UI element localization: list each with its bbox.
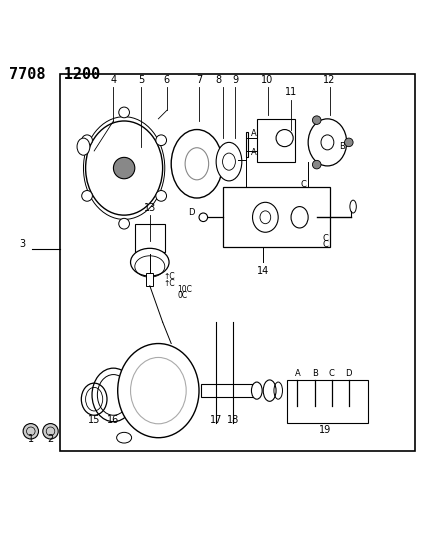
Text: 13: 13 [144,203,156,213]
Text: B: B [312,369,318,378]
Ellipse shape [86,121,163,215]
Text: 2: 2 [48,434,54,444]
Text: C: C [301,181,307,189]
Text: 19: 19 [319,425,331,435]
Ellipse shape [156,190,166,201]
Circle shape [23,424,39,439]
Ellipse shape [97,375,129,415]
Bar [287,380,368,423]
Text: 11: 11 [285,87,297,98]
Ellipse shape [156,135,166,146]
Bar [223,187,330,247]
Text: 7708  1200: 7708 1200 [9,68,100,83]
Text: 10C: 10C [178,285,193,294]
Ellipse shape [199,213,208,222]
Text: 6: 6 [164,75,170,85]
Text: ↑C: ↑C [163,279,175,288]
Text: C: C [322,239,328,248]
Text: C: C [329,369,335,378]
Text: 15: 15 [88,415,100,425]
Text: A: A [251,148,257,157]
Text: A: A [294,369,300,378]
Ellipse shape [118,344,199,438]
Text: B: B [339,142,345,151]
Bar [146,273,153,286]
Circle shape [312,116,321,124]
Ellipse shape [171,130,223,198]
Ellipse shape [350,200,356,213]
Ellipse shape [263,380,276,401]
Bar [246,132,248,157]
Ellipse shape [291,207,308,228]
Ellipse shape [216,142,242,181]
Text: 0C: 0C [178,291,188,300]
Bar [201,384,257,397]
Ellipse shape [119,107,129,118]
Ellipse shape [82,190,92,201]
Text: 5: 5 [138,75,144,85]
Ellipse shape [185,148,209,180]
Text: D: D [345,369,352,378]
Ellipse shape [131,248,169,276]
Text: 8: 8 [215,75,221,85]
Ellipse shape [77,138,90,155]
Text: 9: 9 [232,75,238,85]
Ellipse shape [276,130,293,147]
Text: 12: 12 [324,75,336,85]
Text: 1: 1 [28,434,34,444]
Circle shape [43,424,58,439]
Text: 3: 3 [20,239,26,249]
Text: 14: 14 [257,266,269,277]
Bar [135,224,165,252]
Bar [257,119,295,161]
Text: 17: 17 [210,415,222,425]
Circle shape [345,138,353,147]
Text: ↑C: ↑C [163,272,175,281]
Text: 18: 18 [227,415,239,425]
Circle shape [312,160,321,169]
Ellipse shape [92,368,135,422]
Ellipse shape [253,203,278,232]
Ellipse shape [308,119,347,166]
Ellipse shape [119,219,129,229]
Text: 16: 16 [107,415,119,425]
Text: 10: 10 [262,75,273,85]
Circle shape [113,157,135,179]
Ellipse shape [131,358,186,424]
Ellipse shape [252,382,262,399]
Text: 7: 7 [196,75,202,85]
Text: D: D [188,208,195,217]
Text: 4: 4 [110,75,116,85]
Text: A: A [251,129,257,138]
Bar [60,74,415,450]
Ellipse shape [82,135,92,146]
Text: C: C [322,234,328,243]
